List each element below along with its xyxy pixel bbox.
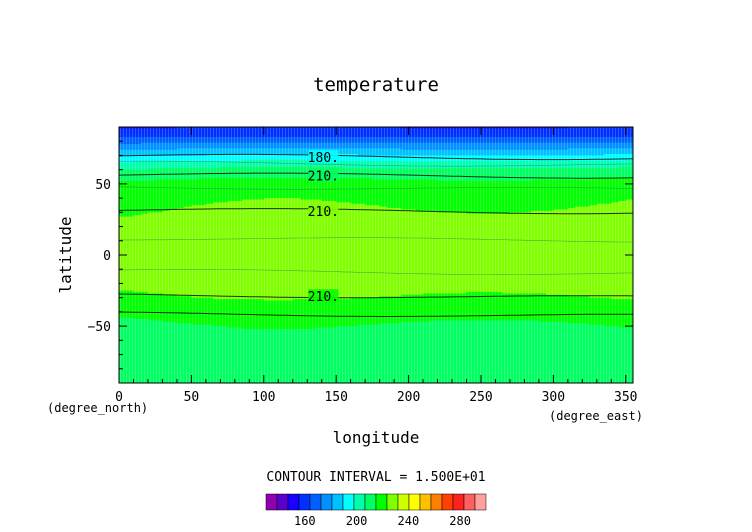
chart-title: temperature	[313, 74, 439, 96]
